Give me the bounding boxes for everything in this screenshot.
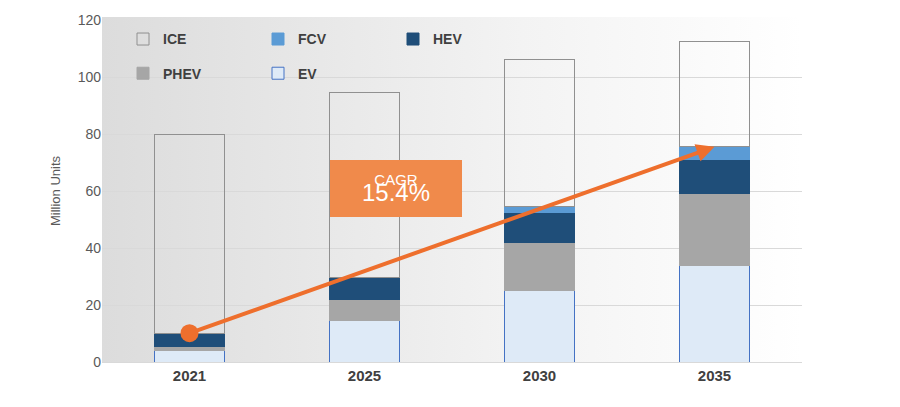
svg-text:20: 20 xyxy=(85,297,101,313)
svg-text:FCV: FCV xyxy=(298,31,327,47)
svg-text:CAGR15.4%: CAGR15.4% xyxy=(362,171,430,206)
svg-text:0: 0 xyxy=(93,354,101,370)
svg-text:2035: 2035 xyxy=(698,367,731,384)
svg-text:60: 60 xyxy=(85,183,101,199)
svg-text:HEV: HEV xyxy=(433,31,462,47)
svg-text:Million Units: Million Units xyxy=(48,155,63,226)
svg-text:80: 80 xyxy=(85,126,101,142)
svg-text:ICE: ICE xyxy=(163,31,186,47)
svg-text:100: 100 xyxy=(78,69,102,85)
svg-text:120: 120 xyxy=(78,12,102,28)
svg-text:40: 40 xyxy=(85,240,101,256)
svg-text:EV: EV xyxy=(298,66,317,82)
svg-text:PHEV: PHEV xyxy=(163,66,202,82)
svg-text:2025: 2025 xyxy=(348,367,381,384)
svg-text:2021: 2021 xyxy=(173,367,206,384)
svg-text:2030: 2030 xyxy=(523,367,556,384)
